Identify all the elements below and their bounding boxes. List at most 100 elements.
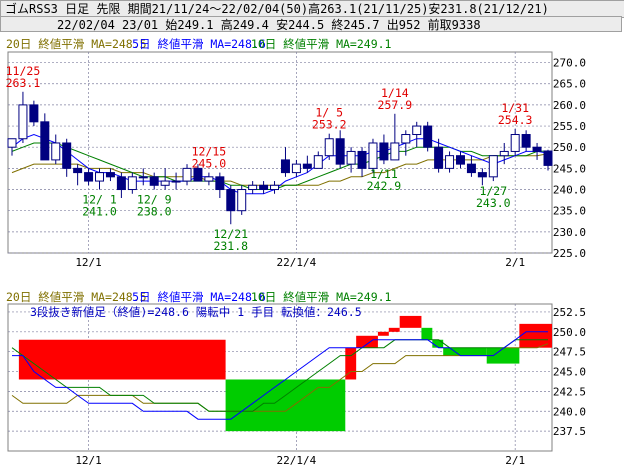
candle-up	[499, 150, 509, 157]
candle-down	[73, 167, 83, 174]
candle-up	[138, 176, 148, 179]
plot-area-1	[7, 51, 553, 254]
tlb-box-down	[443, 347, 487, 356]
candle-down	[543, 150, 553, 166]
x-tick-label: 2/1	[505, 454, 525, 467]
candle-up	[270, 184, 280, 191]
candle-down	[215, 176, 225, 191]
candle-up	[248, 184, 258, 191]
candle-down	[62, 142, 72, 169]
low-label-date: 12/ 1	[82, 193, 117, 207]
candle-up	[291, 163, 301, 174]
candle-down	[226, 189, 236, 212]
candle-down	[335, 138, 345, 165]
tlb-box-up	[377, 331, 389, 336]
candle-down	[84, 172, 94, 182]
candle-down	[259, 184, 269, 191]
high-label-date: 11/25	[6, 64, 41, 78]
y-tick-label: 265.0	[553, 78, 586, 91]
high-label-date: 1/31	[501, 101, 529, 115]
candle-down	[357, 150, 367, 169]
legend-entry-ma20: 20日 終値平滑 MA=248.5	[6, 37, 147, 51]
tlb-box-up	[18, 339, 226, 380]
high-label-value: 253.2	[312, 118, 347, 132]
high-label-date: 12/15	[192, 145, 227, 159]
candle-down	[532, 146, 542, 152]
candle-down	[434, 146, 444, 169]
low-label-value: 238.0	[137, 205, 172, 219]
candle-down	[302, 163, 312, 169]
legend-entry-ma20: 20日 終値平滑 MA=248.5	[6, 290, 147, 304]
tlb-box-up	[388, 327, 400, 332]
tlb-box-up	[399, 315, 422, 328]
candle-up	[313, 155, 323, 169]
candle-down	[455, 155, 465, 165]
candle-up	[412, 125, 422, 136]
charts-svg: 225.0 230.0 235.0 240.0 245.0 250.0 255.0 260.0…	[6, 37, 586, 467]
high-label-value: 254.3	[498, 113, 533, 127]
x-tick-label: 2/1	[505, 256, 525, 269]
y-tick-label: 240.0	[553, 184, 586, 197]
candle-up	[401, 134, 411, 144]
candle-up	[171, 180, 181, 183]
x-tick-label: 22/1/4	[277, 256, 317, 269]
candle-up	[204, 176, 214, 182]
candle-down	[477, 172, 487, 178]
candle-up	[510, 134, 520, 152]
candle-down	[280, 159, 290, 174]
y-tick-label: 245.0	[553, 162, 586, 175]
candle-up	[346, 150, 356, 165]
y-tick-label: 270.0	[553, 57, 586, 70]
candle-down	[193, 167, 203, 182]
candle-up	[390, 142, 400, 161]
tlb-info-text: 3段抜き新値足（終値)=248.6 陽転中 1 手目 転換値：246.5	[30, 305, 362, 319]
high-label-value: 263.1	[6, 76, 41, 90]
legend-entry-ma10: 10日 終値平滑 MA=249.1	[251, 37, 392, 51]
high-label-value: 257.9	[378, 98, 413, 112]
low-label-date: 12/ 9	[137, 193, 172, 207]
high-label-value: 245.0	[192, 157, 227, 171]
candle-down	[521, 134, 531, 148]
x-tick-label: 12/1	[75, 454, 102, 467]
y-tick-label: 230.0	[553, 226, 586, 239]
y-tick-label: 235.0	[553, 205, 586, 218]
high-label-date: 1/ 5	[315, 106, 343, 120]
y-tick-label: 255.0	[553, 120, 586, 133]
candle-down	[105, 172, 115, 178]
candle-down	[423, 125, 433, 148]
tlb-box-up	[519, 323, 552, 348]
y-tick-label: 247.5	[553, 346, 586, 359]
tlb-box-up	[345, 347, 357, 380]
y-tick-label: 240.0	[553, 405, 586, 418]
y-tick-label: 225.0	[553, 247, 586, 260]
candle-down	[40, 121, 50, 161]
low-label-date: 1/27	[479, 184, 507, 198]
candle-up	[324, 138, 334, 157]
low-label-value: 241.0	[82, 205, 117, 219]
low-label-date: 12/21	[213, 227, 248, 241]
ma10-line	[11, 339, 548, 412]
low-label-date: 1/11	[370, 167, 398, 181]
tlb-box-up	[356, 335, 378, 348]
x-tick-label: 12/1	[75, 256, 102, 269]
low-label-value: 243.0	[476, 196, 511, 210]
tlb-box-down	[432, 339, 444, 348]
y-tick-label: 252.5	[553, 306, 586, 319]
candle-up	[445, 155, 455, 169]
tlb-box-down	[421, 327, 433, 340]
candle-up	[51, 142, 61, 161]
y-tick-label: 245.0	[553, 366, 586, 379]
y-tick-label: 250.0	[553, 326, 586, 339]
legend-entry-ma5: 5日 終値平滑 MA=248.6	[132, 290, 266, 304]
candle-up	[160, 180, 170, 186]
legend-entry-ma10: 10日 終値平滑 MA=249.1	[251, 290, 392, 304]
tlb-box-down	[486, 347, 520, 364]
candle-up	[7, 138, 17, 148]
y-tick-label: 237.5	[553, 425, 586, 438]
header-line-2: 22/02/04 23/01 始249.1 高249.4 安244.5 終245…	[0, 16, 622, 32]
candle-down	[29, 104, 39, 123]
candle-up	[18, 104, 28, 140]
candle-down	[379, 142, 389, 161]
legend-entry-ma5: 5日 終値平滑 MA=248.6	[132, 37, 266, 51]
